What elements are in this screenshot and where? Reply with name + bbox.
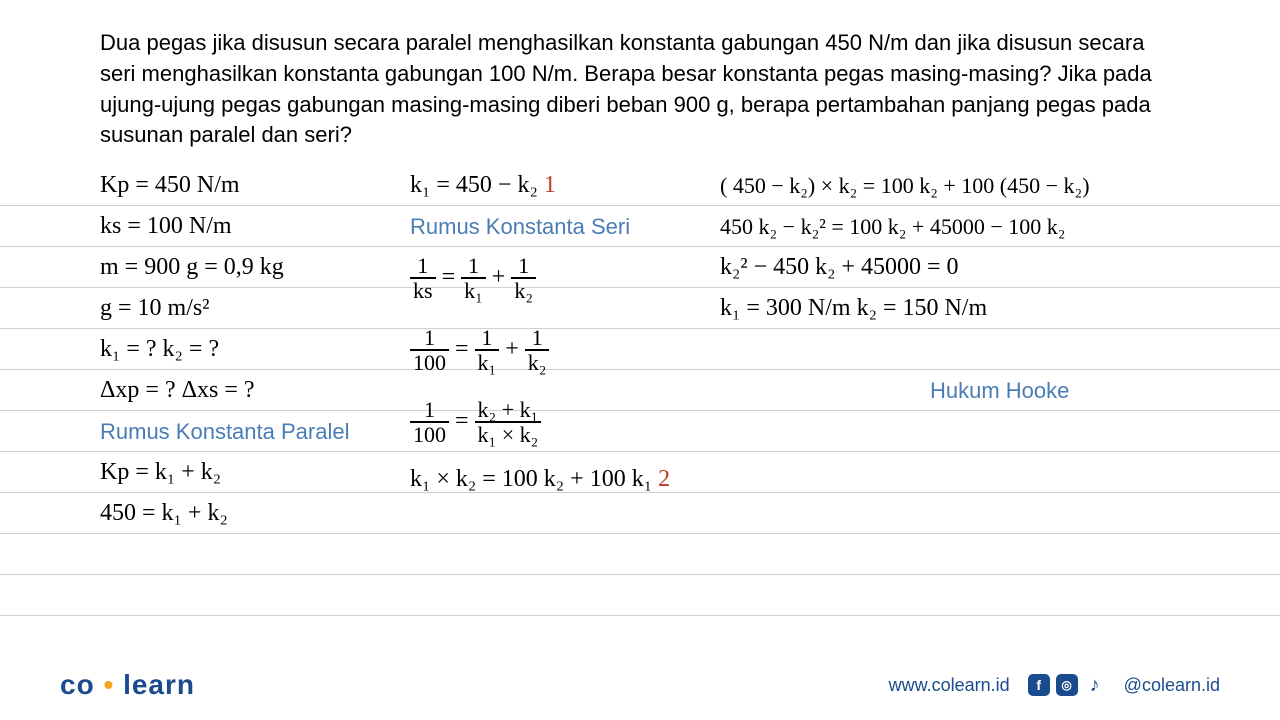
footer-handle: @colearn.id <box>1124 675 1220 696</box>
mark-2: 2 <box>658 466 670 492</box>
eq-k1: k₁ = 450 − k₂ 1 <box>410 165 760 206</box>
given-ks: ks = 100 N/m <box>100 206 400 247</box>
solve-2: 450 k₂ − k₂² = 100 k₂ + 45000 − 100 k₂ <box>720 206 1280 247</box>
find-dx: Δxp = ? Δxs = ? <box>100 370 400 411</box>
eq-kp: Kp = k₁ + k₂ <box>100 452 400 493</box>
instagram-icon: ◎ <box>1056 674 1078 696</box>
question-text: Dua pegas jika disusun secara paralel me… <box>100 28 1180 151</box>
column-1: Kp = 450 N/m ks = 100 N/m m = 900 g = 0,… <box>100 165 400 534</box>
mark-1: 1 <box>544 172 556 198</box>
eq-450: 450 = k₁ + k₂ <box>100 493 400 534</box>
series-formula-3: 1100 = k₂ + k₁k₁ × k₂ <box>410 391 760 451</box>
solve-4: k₁ = 300 N/m k₂ = 150 N/m <box>720 288 1280 329</box>
given-g: g = 10 m/s² <box>100 288 400 329</box>
find-k: k₁ = ? k₂ = ? <box>100 329 400 370</box>
series-expand: k₁ × k₂ = 100 k₂ + 100 k₁ 2 <box>410 459 760 500</box>
label-series: Rumus Konstanta Seri <box>410 206 760 247</box>
social-icons: f ◎ ♪ <box>1028 674 1106 696</box>
logo: co • learn <box>60 669 195 701</box>
tiktok-icon: ♪ <box>1084 674 1106 696</box>
label-parallel: Rumus Konstanta Paralel <box>100 411 400 452</box>
column-2: k₁ = 450 − k₂ 1 Rumus Konstanta Seri 1ks… <box>410 165 760 500</box>
footer: co • learn www.colearn.id f ◎ ♪ @colearn… <box>0 665 1280 705</box>
facebook-icon: f <box>1028 674 1050 696</box>
solve-3: k₂² − 450 k₂ + 45000 = 0 <box>720 247 1280 288</box>
solve-1: ( 450 − k₂) × k₂ = 100 k₂ + 100 (450 − k… <box>720 165 1280 206</box>
given-m: m = 900 g = 0,9 kg <box>100 247 400 288</box>
label-hooke: Hukum Hooke <box>720 370 1280 411</box>
series-formula-1: 1ks = 1k₁ + 1k₂ <box>410 247 760 307</box>
series-formula-2: 1100 = 1k₁ + 1k₂ <box>410 319 760 379</box>
given-kp: Kp = 450 N/m <box>100 165 400 206</box>
footer-url: www.colearn.id <box>889 675 1010 696</box>
column-3: ( 450 − k₂) × k₂ = 100 k₂ + 100 (450 − k… <box>720 165 1280 411</box>
